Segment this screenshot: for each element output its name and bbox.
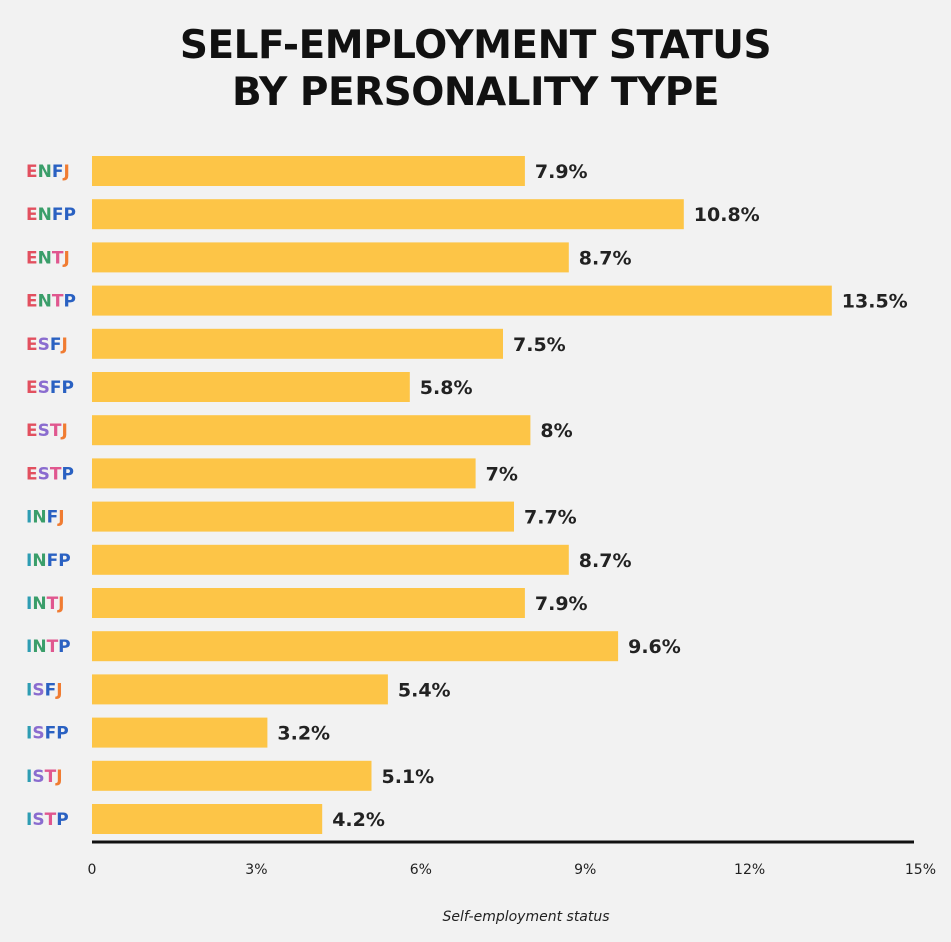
bar-esfp (92, 372, 410, 402)
value-label-intj: 7.9% (535, 593, 588, 615)
category-label-estj: ESTJ (26, 421, 68, 441)
x-tick-label-9: 9% (574, 862, 596, 878)
category-label-estp: ESTP (26, 464, 74, 484)
bar-esfj (92, 328, 503, 359)
chart-title-line-1: SELF-EMPLOYMENT STATUS (179, 23, 772, 68)
category-label-isfj: ISFJ (26, 680, 63, 700)
category-label-istj: ISTJ (26, 767, 63, 787)
bar-enfp (92, 199, 684, 230)
value-label-enfp: 10.8% (694, 204, 760, 226)
category-label-infp: INFP (26, 551, 71, 571)
bar-enfj (92, 156, 525, 186)
category-label-infj: INFJ (26, 508, 65, 528)
value-label-infj: 7.7% (524, 507, 577, 529)
category-label-istp: ISTP (26, 810, 69, 830)
bar-istp (92, 804, 323, 834)
value-label-estj: 8% (540, 420, 572, 442)
bar-isfp (92, 717, 268, 748)
value-label-intp: 9.6% (628, 636, 681, 658)
x-tick-label-12: 12% (734, 862, 765, 878)
value-label-istj: 5.1% (382, 766, 435, 788)
bar-isfj (92, 674, 388, 705)
bar-intj (92, 588, 525, 618)
category-label-intj: INTJ (26, 594, 65, 614)
bar-entj (92, 242, 569, 273)
category-label-isfp: ISFP (26, 724, 69, 744)
value-label-enfj: 7.9% (535, 161, 588, 183)
value-label-isfp: 3.2% (277, 723, 330, 745)
x-tick-label-15: 15% (905, 862, 936, 878)
value-label-entp: 13.5% (842, 291, 908, 313)
bar-entp (92, 285, 832, 316)
category-label-entp: ENTP (26, 292, 76, 312)
value-label-istp: 4.2% (332, 809, 385, 831)
bar-estj (92, 415, 531, 446)
value-label-esfj: 7.5% (513, 334, 566, 356)
category-label-intp: INTP (26, 637, 71, 657)
x-axis-title: Self-employment status (442, 909, 609, 925)
bar-istj (92, 760, 372, 791)
chart-title-line-2: BY PERSONALITY TYPE (231, 70, 720, 115)
bar-infj (92, 501, 514, 532)
bar-intp (92, 631, 619, 662)
bar-infp (92, 544, 569, 575)
value-label-estp: 7% (486, 463, 518, 485)
category-label-enfj: ENFJ (26, 162, 70, 182)
chart-title: SELF-EMPLOYMENT STATUS BY PERSONALITY TY… (0, 22, 951, 116)
category-label-esfp: ESFP (26, 378, 74, 398)
bar-estp (92, 458, 476, 489)
category-label-entj: ENTJ (26, 248, 70, 268)
category-label-esfj: ESFJ (26, 335, 68, 355)
value-label-esfp: 5.8% (420, 377, 473, 399)
x-tick-label-6: 6% (410, 862, 432, 878)
value-label-isfj: 5.4% (398, 679, 451, 701)
category-label-enfp: ENFP (26, 205, 76, 225)
x-tick-label-3: 3% (245, 862, 267, 878)
value-label-entj: 8.7% (579, 247, 632, 269)
value-label-infp: 8.7% (579, 550, 632, 572)
x-tick-label-0: 0 (88, 862, 97, 878)
